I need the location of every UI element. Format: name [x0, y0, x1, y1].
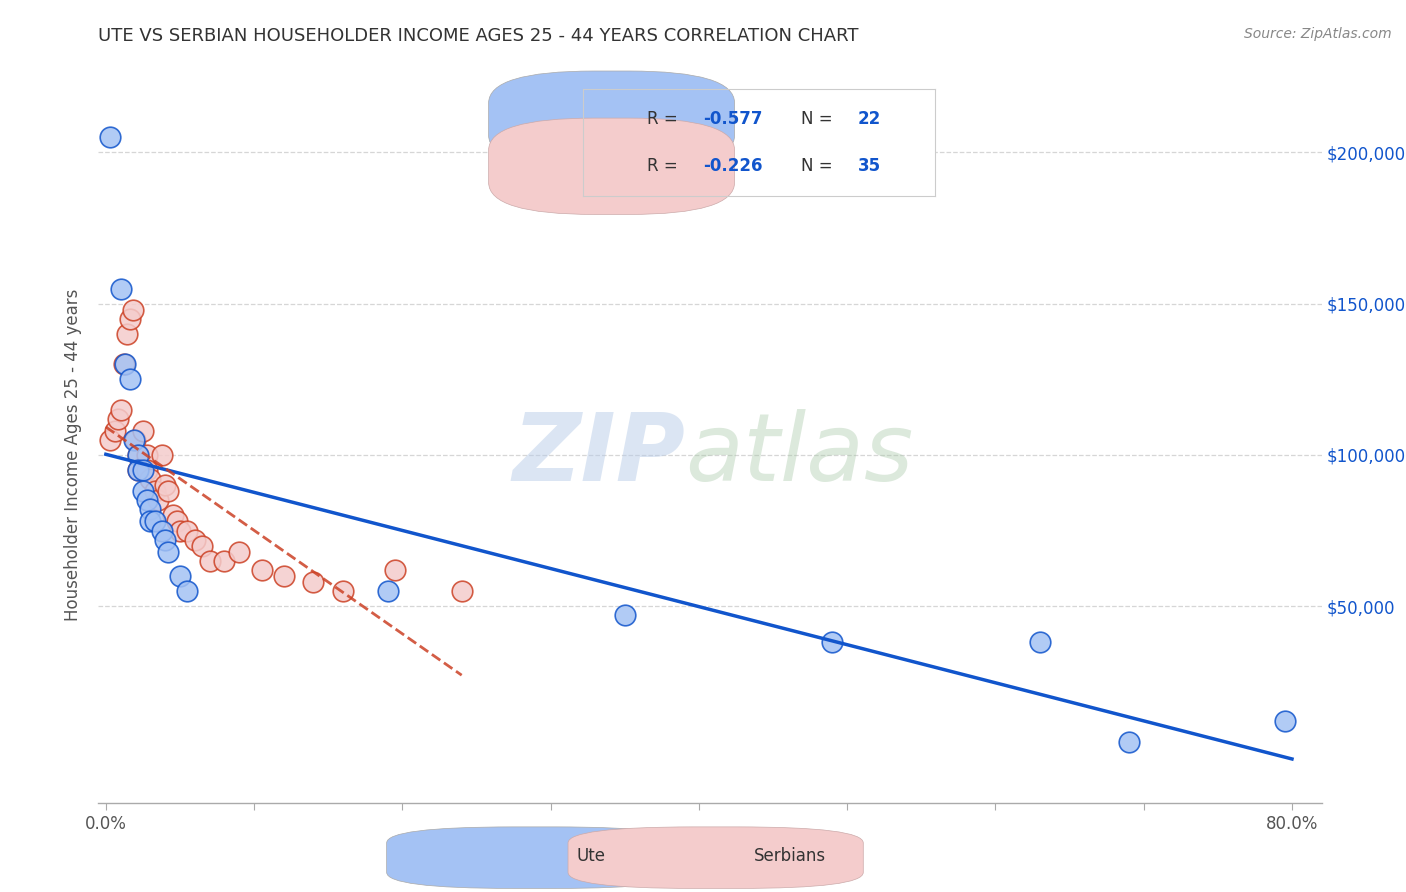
Text: Ute: Ute — [576, 847, 606, 865]
Point — [1029, 635, 1052, 649]
Point — [98, 130, 121, 145]
Point — [104, 424, 127, 438]
Text: 35: 35 — [858, 157, 880, 175]
FancyBboxPatch shape — [568, 827, 863, 888]
FancyBboxPatch shape — [489, 71, 734, 168]
Point — [157, 545, 180, 559]
Point — [332, 584, 354, 599]
Text: Source: ZipAtlas.com: Source: ZipAtlas.com — [1244, 27, 1392, 41]
Point — [166, 515, 188, 529]
Point — [176, 524, 198, 538]
Point — [143, 484, 166, 499]
Point — [191, 539, 214, 553]
Point — [118, 372, 141, 386]
Point — [132, 424, 155, 438]
Point — [214, 554, 236, 568]
Text: UTE VS SERBIAN HOUSEHOLDER INCOME AGES 25 - 44 YEARS CORRELATION CHART: UTE VS SERBIAN HOUSEHOLDER INCOME AGES 2… — [98, 27, 859, 45]
Text: N =: N = — [801, 157, 838, 175]
Text: -0.577: -0.577 — [703, 111, 762, 128]
Text: N =: N = — [801, 111, 838, 128]
Point — [114, 357, 136, 371]
Point — [273, 569, 295, 583]
Text: R =: R = — [647, 157, 683, 175]
Point — [118, 311, 141, 326]
Point — [139, 472, 162, 486]
Point — [157, 484, 180, 499]
FancyBboxPatch shape — [489, 118, 734, 214]
Point — [132, 463, 155, 477]
Point — [121, 302, 143, 317]
Point — [384, 563, 406, 577]
Point — [302, 574, 325, 589]
Point — [139, 515, 162, 529]
Point — [821, 635, 844, 649]
Point — [127, 448, 149, 462]
Text: R =: R = — [647, 111, 683, 128]
Point — [110, 281, 132, 295]
Point — [139, 502, 162, 516]
Text: ZIP: ZIP — [513, 409, 686, 501]
Point — [176, 584, 198, 599]
Point — [198, 554, 221, 568]
Point — [110, 402, 132, 417]
Point — [162, 508, 184, 523]
Point — [132, 484, 155, 499]
Point — [124, 433, 146, 447]
Point — [112, 357, 135, 371]
Text: -0.226: -0.226 — [703, 157, 762, 175]
Point — [450, 584, 472, 599]
Point — [127, 448, 149, 462]
Point — [122, 433, 145, 447]
Point — [153, 478, 176, 492]
Point — [169, 569, 191, 583]
Point — [613, 608, 636, 623]
Point — [1274, 714, 1296, 728]
Point — [150, 448, 173, 462]
Point — [228, 545, 250, 559]
Point — [127, 463, 149, 477]
Point — [136, 448, 159, 462]
Point — [377, 584, 399, 599]
Point — [127, 463, 149, 477]
Point — [98, 433, 121, 447]
Point — [115, 326, 138, 341]
Y-axis label: Householder Income Ages 25 - 44 years: Householder Income Ages 25 - 44 years — [65, 289, 83, 621]
Text: 22: 22 — [858, 111, 882, 128]
Text: atlas: atlas — [686, 409, 914, 500]
Point — [1118, 735, 1140, 749]
Point — [153, 533, 176, 547]
Point — [250, 563, 273, 577]
Point — [136, 463, 159, 477]
Point — [184, 533, 207, 547]
Point — [143, 515, 166, 529]
Text: Serbians: Serbians — [754, 847, 825, 865]
Point — [169, 524, 191, 538]
Point — [146, 493, 169, 508]
Point — [150, 524, 173, 538]
Point — [107, 411, 129, 425]
FancyBboxPatch shape — [387, 827, 682, 888]
Point — [136, 493, 159, 508]
